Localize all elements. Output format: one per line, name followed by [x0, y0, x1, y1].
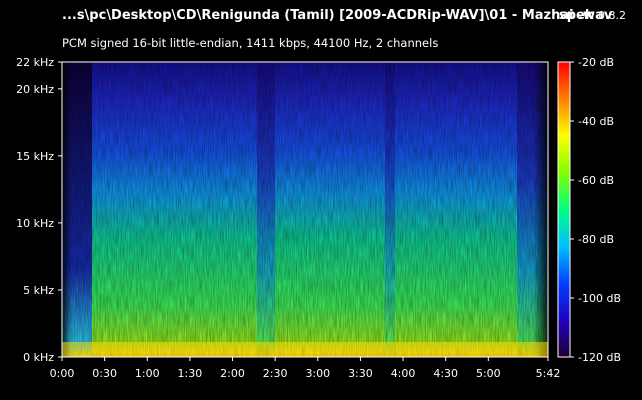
time-tick-label: 4:30 [433, 367, 458, 380]
audio-format-info: PCM signed 16-bit little-endian, 1411 kb… [62, 36, 439, 50]
level-tick-label: -60 dB [578, 174, 614, 187]
time-tick-label: 3:30 [348, 367, 373, 380]
time-tick-label: 3:00 [305, 367, 330, 380]
app-version: 0.8.2 [598, 9, 627, 22]
time-axis: 0:00 0:30 1:00 1:30 2:00 2:30 3:00 3:30 4:00 4:30… [50, 357, 561, 380]
level-tick-label: -120 dB [578, 351, 621, 364]
freq-tick-label: 20 kHz [16, 83, 54, 96]
freq-tick-label: 0 kHz [23, 351, 54, 364]
time-tick-label: 1:30 [178, 367, 203, 380]
time-tick-label: 0:00 [50, 367, 75, 380]
app-name: spek [559, 8, 594, 23]
freq-tick-label: 15 kHz [16, 150, 54, 163]
level-tick-label: -100 dB [578, 292, 621, 305]
plot-frame [61, 61, 549, 358]
app-name-label: spek 0.8.2 [559, 8, 626, 23]
time-tick-label: 2:00 [220, 367, 245, 380]
frequency-axis: 0 kHz 5 kHz 10 kHz 15 kHz 20 kHz 22 kHz [16, 56, 62, 364]
level-tick-label: -40 dB [578, 115, 614, 128]
time-tick-label: 4:00 [391, 367, 416, 380]
colorbar-frame [557, 61, 571, 358]
time-tick-label: 5:42 [536, 367, 561, 380]
file-path-title: ...s\pc\Desktop\CD\Renigunda (Tamil) [20… [62, 8, 613, 23]
level-color-bar [558, 62, 570, 357]
level-tick-label: -80 dB [578, 233, 614, 246]
freq-tick-label: 22 kHz [16, 56, 54, 69]
freq-tick-label: 5 kHz [23, 284, 54, 297]
level-axis: -20 dB -40 dB -60 dB -80 dB -100 dB -120 dB [570, 56, 621, 364]
time-tick-label: 5:00 [476, 367, 501, 380]
freq-tick-label: 10 kHz [16, 217, 54, 230]
spectrogram-plot [62, 62, 548, 357]
level-tick-label: -20 dB [578, 56, 614, 69]
time-tick-label: 2:30 [263, 367, 288, 380]
time-tick-label: 0:30 [92, 367, 117, 380]
time-tick-label: 1:00 [135, 367, 160, 380]
